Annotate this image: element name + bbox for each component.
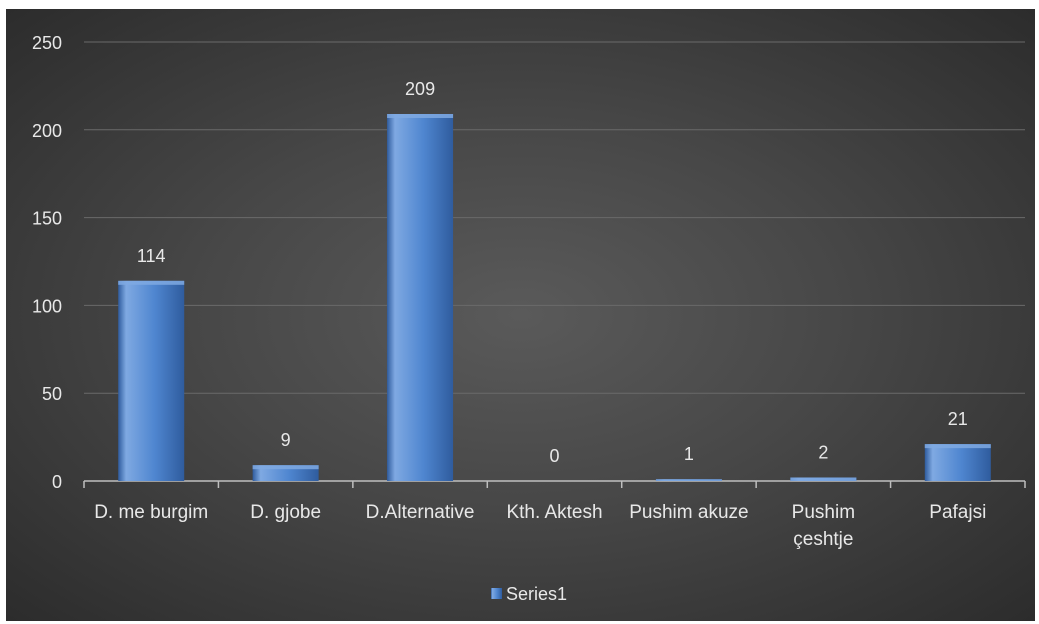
data-label: 21 bbox=[948, 409, 968, 429]
data-label: 2 bbox=[818, 442, 828, 462]
x-category-label: çeshtje bbox=[793, 529, 853, 550]
bar-highlight bbox=[924, 444, 991, 449]
x-category-label: Pafajsi bbox=[929, 502, 986, 523]
bar bbox=[387, 113, 454, 481]
x-category-label: D.Alternative bbox=[366, 502, 475, 523]
bar bbox=[118, 280, 185, 481]
x-category-label: Kth. Aktesh bbox=[506, 502, 602, 523]
data-label: 9 bbox=[281, 430, 291, 450]
bar-chart: 0 50 100 150 200 250 114 D. me burgim 9 D. gjobe 2… bbox=[32, 33, 1026, 604]
x-category-label: D. me burgim bbox=[94, 502, 208, 523]
data-label: 209 bbox=[405, 79, 435, 99]
x-category-label: D. gjobe bbox=[250, 502, 321, 523]
y-tick-label: 150 bbox=[32, 209, 62, 229]
bar-highlight bbox=[118, 280, 185, 285]
data-label: 1 bbox=[684, 444, 694, 464]
bar-highlight bbox=[790, 477, 857, 481]
y-tick-label: 100 bbox=[32, 296, 62, 316]
legend: Series1 bbox=[491, 584, 567, 604]
x-category-label: Pushim akuze bbox=[629, 502, 748, 523]
y-tick-label: 250 bbox=[32, 33, 62, 53]
legend-swatch bbox=[491, 588, 502, 599]
bar-highlight bbox=[655, 479, 722, 481]
bar bbox=[924, 444, 991, 481]
chart-area: 0 50 100 150 200 250 114 D. me burgim 9 D. gjobe 2… bbox=[6, 9, 1035, 621]
bar-highlight bbox=[252, 465, 319, 470]
data-label: 114 bbox=[137, 246, 166, 266]
x-category-label: Pushim bbox=[792, 502, 855, 523]
bar-highlight bbox=[387, 113, 454, 118]
data-label: 0 bbox=[549, 446, 559, 466]
y-tick-label: 50 bbox=[42, 384, 62, 404]
y-tick-label: 0 bbox=[52, 472, 62, 492]
legend-label: Series1 bbox=[506, 584, 567, 604]
y-tick-label: 200 bbox=[32, 121, 62, 141]
